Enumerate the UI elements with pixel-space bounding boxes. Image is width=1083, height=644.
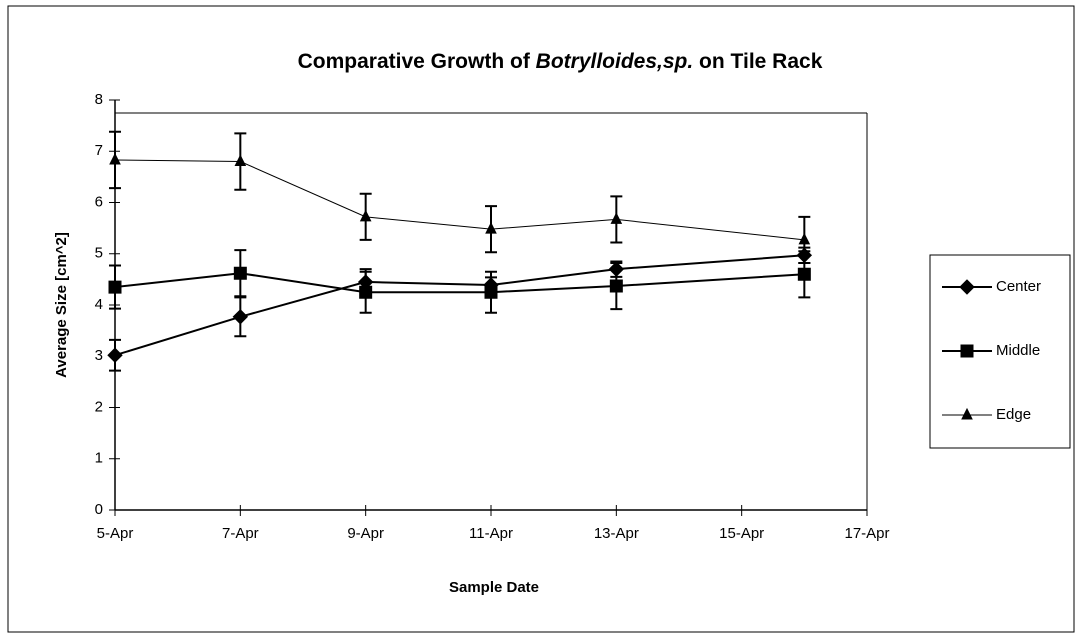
title-part: on Tile Rack [699,50,823,73]
series-line [114,272,805,294]
legend-label: Edge [996,406,1031,423]
y-tick-label: 2 [95,398,103,415]
data-point [233,266,247,280]
data-point [798,232,811,245]
data-point [610,212,623,224]
data-point [484,285,498,299]
legend-label: Center [996,278,1041,295]
x-tick-label: 17-Apr [844,525,889,542]
x-tick-label: 15-Apr [719,525,764,542]
data-point [359,285,373,299]
x-tick-label: 13-Apr [594,525,639,542]
x-tick-label: 7-Apr [222,525,259,542]
y-tick-label: 1 [95,450,103,467]
y-tick-label: 0 [95,501,103,518]
data-point [107,347,123,363]
y-tick-label: 4 [95,296,103,313]
legend-marker [960,344,974,358]
legend-label: Middle [996,342,1040,359]
y-tick-label: 5 [95,245,103,262]
y-axis-label: Average Size [cm^2] [53,232,70,378]
series-line [114,254,805,357]
data-point [609,279,623,293]
data-point [485,222,497,234]
legend-marker [959,279,975,295]
series-line [114,159,805,241]
chart-frame [7,5,1075,633]
title-part: Botrylloides,sp. [536,50,694,73]
y-tick-label: 3 [95,347,103,364]
x-tick-label: 5-Apr [97,525,134,542]
x-tick-label: 11-Apr [469,525,513,542]
data-point [234,154,247,166]
chart-title: Comparative Growth of Botrylloides,sp. o… [298,50,823,73]
data-point [232,309,249,325]
title-part: Comparative Growth of [298,50,531,73]
legend-marker [961,407,973,420]
data-point [797,267,811,281]
data-point [109,152,121,165]
data-point [108,280,122,294]
y-tick-label: 8 [95,91,103,108]
x-tick-label: 9-Apr [347,525,384,542]
data-point [359,209,372,222]
y-tick-label: 7 [95,142,103,159]
y-tick-label: 6 [95,193,103,210]
x-axis-label: Sample Date [449,579,539,596]
